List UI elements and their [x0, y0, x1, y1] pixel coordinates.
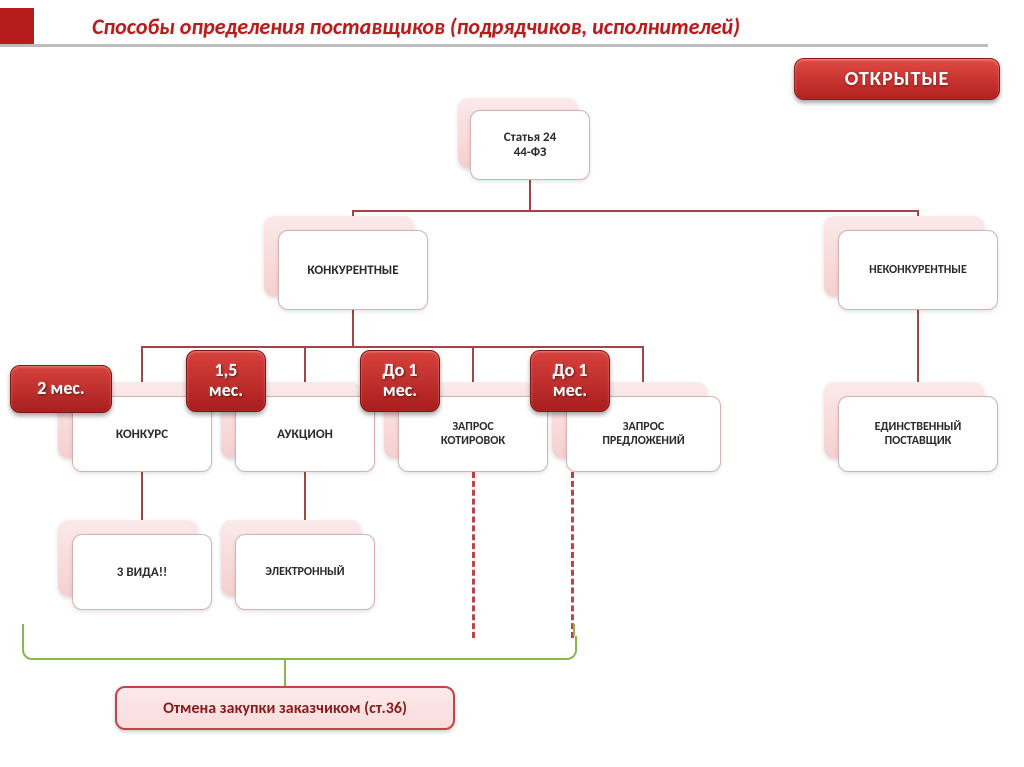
badge-15mes: 1,5 мес. [186, 350, 266, 412]
green-riser-right [573, 624, 575, 636]
green-bracket [22, 636, 577, 660]
node-electronic: ЭЛЕКТРОННЫЙ [235, 534, 375, 610]
node-three-types: 3 ВИДА!! [72, 534, 212, 610]
connector [141, 346, 644, 348]
node-root: Статья 24 44-ФЗ [470, 110, 590, 180]
title-rule [0, 44, 988, 47]
node-single-supplier: ЕДИНСТВЕННЫЙ ПОСТАВЩИК [838, 396, 998, 472]
green-riser-left [22, 624, 24, 636]
dashed-connector [472, 472, 475, 638]
node-noncompetitive: НЕКОНКУРЕНТНЫЕ [838, 230, 998, 310]
green-tail [284, 658, 286, 686]
connector [352, 310, 354, 346]
title-bar: Способы определения поставщиков (подрядч… [0, 8, 740, 44]
cancel-box: Отмена закупки заказчиком (ст.36) [115, 686, 455, 730]
badge-do1mes-a: До 1 мес. [360, 350, 440, 412]
node-competitive: КОНКУРЕНТНЫЕ [278, 230, 428, 310]
connector [529, 180, 531, 210]
page-title: Способы определения поставщиков (подрядч… [92, 13, 740, 40]
badge-do1mes-b: До 1 мес. [530, 350, 610, 412]
open-types-pill: ОТКРЫТЫЕ [794, 58, 1000, 100]
connector [352, 210, 919, 212]
title-accent-block [0, 8, 34, 44]
dashed-connector [571, 472, 574, 638]
badge-2mes: 2 мес. [10, 365, 112, 413]
